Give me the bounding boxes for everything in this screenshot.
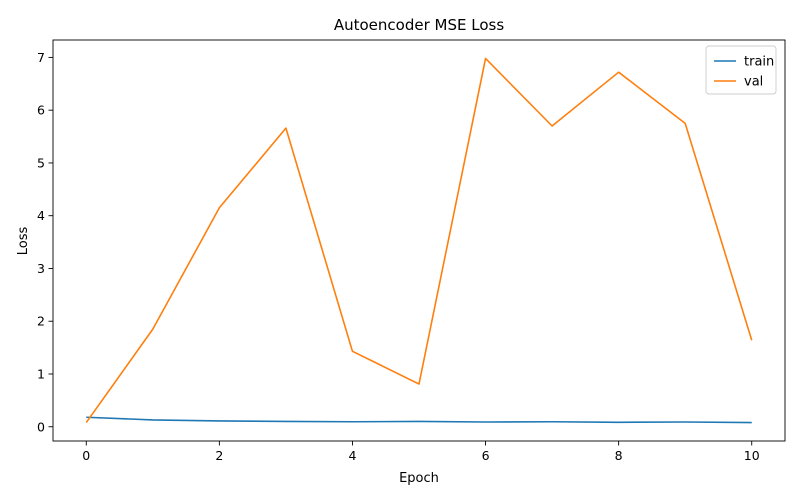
legend: train val xyxy=(705,45,777,95)
legend-label-train: train xyxy=(744,55,774,70)
y-axis-label: Loss xyxy=(16,227,31,256)
y-tick-label: 2 xyxy=(37,314,45,329)
series-line-val xyxy=(85,57,753,423)
legend-label-val: val xyxy=(744,75,763,90)
plot-frame xyxy=(52,39,786,442)
x-axis-label: Epoch xyxy=(399,471,439,486)
y-tick-label: 6 xyxy=(37,103,45,118)
y-tick-label: 1 xyxy=(37,366,45,381)
x-axis-ticks: 0 2 4 6 8 10 xyxy=(82,441,760,463)
legend-box xyxy=(705,45,777,95)
x-tick-label: 2 xyxy=(215,448,223,463)
y-tick-label: 0 xyxy=(37,419,45,434)
x-tick-label: 0 xyxy=(82,448,90,463)
series-line-train xyxy=(86,416,752,424)
x-tick-label: 8 xyxy=(615,448,623,463)
y-tick-label: 3 xyxy=(37,261,45,276)
x-tick-label: 6 xyxy=(482,448,490,463)
y-tick-label: 7 xyxy=(37,50,45,65)
plot-area xyxy=(52,39,786,442)
y-tick-label: 4 xyxy=(37,208,45,223)
y-axis-ticks: 0 1 2 3 4 5 6 7 xyxy=(37,50,53,434)
chart-title: Autoencoder MSE Loss xyxy=(334,16,504,34)
y-tick-label: 5 xyxy=(37,155,45,170)
x-tick-label: 10 xyxy=(744,448,760,463)
x-tick-label: 4 xyxy=(348,448,356,463)
